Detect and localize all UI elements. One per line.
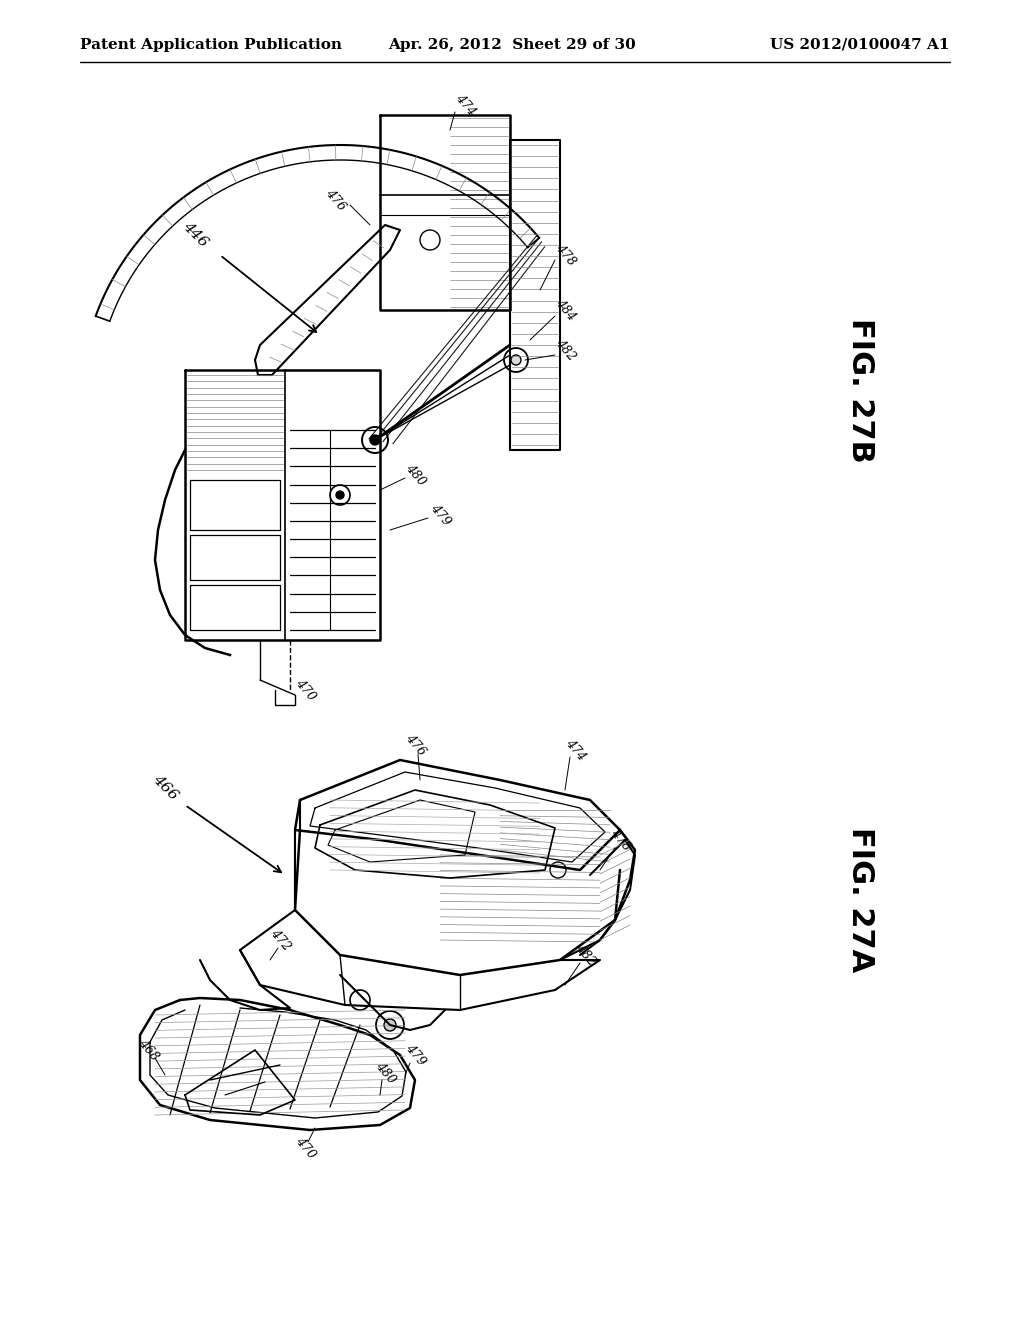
Circle shape xyxy=(511,355,521,366)
Text: 478: 478 xyxy=(552,242,578,268)
Text: Patent Application Publication: Patent Application Publication xyxy=(80,38,342,51)
Text: FIG. 27A: FIG. 27A xyxy=(846,828,874,973)
Circle shape xyxy=(384,1019,396,1031)
Circle shape xyxy=(350,990,370,1010)
Text: 446: 446 xyxy=(179,219,210,251)
Text: 466: 466 xyxy=(150,772,180,804)
Text: 472: 472 xyxy=(267,927,293,953)
Text: 479: 479 xyxy=(427,502,453,528)
Text: 476: 476 xyxy=(402,731,428,759)
Text: 476: 476 xyxy=(323,186,348,214)
Circle shape xyxy=(362,426,388,453)
Text: 484: 484 xyxy=(552,297,578,323)
Text: 480: 480 xyxy=(373,1060,397,1086)
Circle shape xyxy=(376,1011,404,1039)
Text: 474: 474 xyxy=(453,91,477,119)
Text: 470: 470 xyxy=(292,1135,317,1162)
Text: 470: 470 xyxy=(292,677,317,704)
Text: 468: 468 xyxy=(135,1036,161,1064)
Circle shape xyxy=(336,491,344,499)
Circle shape xyxy=(370,436,380,445)
Text: 482: 482 xyxy=(552,337,578,363)
Text: Apr. 26, 2012  Sheet 29 of 30: Apr. 26, 2012 Sheet 29 of 30 xyxy=(388,38,636,51)
Text: US 2012/0100047 A1: US 2012/0100047 A1 xyxy=(770,38,950,51)
Circle shape xyxy=(504,348,528,372)
Text: 474: 474 xyxy=(562,737,588,763)
Text: 482: 482 xyxy=(572,941,598,969)
Text: FIG. 27B: FIG. 27B xyxy=(846,318,874,462)
Circle shape xyxy=(330,484,350,506)
Text: 478: 478 xyxy=(607,826,633,853)
Text: 480: 480 xyxy=(402,462,428,488)
Text: 479: 479 xyxy=(402,1041,428,1068)
